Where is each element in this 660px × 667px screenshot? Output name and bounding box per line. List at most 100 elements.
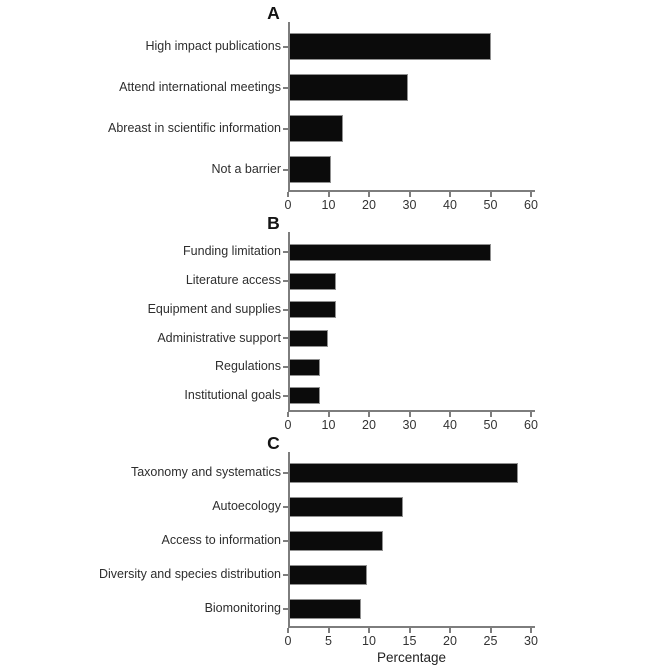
spacer-track (288, 452, 535, 457)
x-tick-label: 25 (483, 634, 498, 649)
y-tick (283, 472, 288, 475)
x-tick-label: 0 (284, 418, 292, 433)
x-tick (530, 192, 532, 197)
x-tick (530, 412, 532, 418)
rows: Taxonomy and systematics Autoecology Acces… (0, 452, 660, 627)
bar-track (283, 67, 535, 108)
bar-track (283, 238, 535, 267)
bar-row: Regulations (0, 352, 660, 382)
bar (290, 599, 362, 620)
x-axis-title: Percentage (376, 650, 447, 666)
x-tick (327, 628, 330, 634)
bar-row: Abreast in scientific information (0, 108, 660, 149)
x-tick-label: 20 (362, 198, 376, 212)
spacer-track (288, 232, 535, 238)
category-label: Equipment and supplies (147, 301, 281, 316)
category-label: Administrative support (157, 330, 281, 345)
x-tick (489, 192, 492, 197)
category-label: Funding limitation (183, 244, 281, 259)
x-tick-label: 10 (321, 198, 336, 212)
category-label: Literature access (185, 273, 281, 288)
x-tick-label: 40 (443, 198, 457, 212)
y-tick (283, 337, 288, 340)
x-axis: 0 10 20 30 40 50 60 (284, 190, 538, 214)
y-tick (283, 394, 288, 397)
x-tick (408, 628, 411, 634)
y-tick (283, 540, 288, 543)
category-label: Institutional goals (184, 387, 281, 402)
x-tick (327, 412, 330, 418)
panel-label-a: A (267, 3, 280, 23)
x-tick (408, 192, 411, 197)
bar (290, 156, 331, 183)
y-tick (283, 308, 288, 311)
x-tick (449, 628, 451, 634)
bar-row: Equipment and supplies (0, 295, 660, 325)
bar-track (283, 295, 535, 325)
category-label: Taxonomy and systematics (130, 465, 281, 480)
bar (290, 301, 336, 319)
x-tick (287, 192, 289, 197)
x-tick-label: 10 (362, 634, 376, 649)
bar-row: Biomonitoring (0, 592, 660, 627)
bar-row: Attend international meetings (0, 67, 660, 108)
y-tick (283, 86, 288, 89)
bar-track (283, 456, 535, 491)
chart-panel-a: A High impact publications Attend interna… (0, 4, 660, 214)
bar (290, 497, 404, 518)
category-label: Regulations (214, 359, 281, 374)
category-label: Biomonitoring (204, 601, 281, 616)
bar-track (283, 381, 535, 411)
bar-row: Funding limitation (0, 238, 660, 267)
bar (290, 531, 384, 552)
x-tick (368, 628, 370, 634)
rows: High impact publications Attend internati… (0, 22, 660, 190)
bar-row: Institutional goals (0, 381, 660, 411)
bar-row: Not a barrier (0, 149, 660, 190)
rows: Funding limitation Literature access Equip… (0, 232, 660, 411)
x-axis: 0 10 20 30 40 50 60 (284, 410, 538, 434)
y-tick (283, 574, 288, 577)
bar-track (283, 490, 535, 525)
x-tick (327, 192, 330, 197)
x-tick (449, 192, 451, 197)
bar-track (283, 149, 535, 190)
x-tick-label: 0 (284, 198, 292, 212)
bar-track (283, 352, 535, 382)
x-tick-label: 30 (402, 198, 417, 212)
category-label: High impact publications (145, 38, 282, 53)
category-label: Access to information (161, 533, 282, 548)
x-tick-label: 30 (402, 418, 417, 433)
x-tick-label: 30 (524, 634, 538, 649)
x-tick (489, 628, 492, 634)
category-label: Attend international meetings (119, 79, 281, 94)
x-tick-label: 60 (524, 418, 538, 433)
x-tick (489, 412, 492, 418)
bar (290, 115, 343, 142)
y-tick (283, 45, 288, 48)
x-tick-label: 20 (443, 634, 457, 649)
bar (290, 74, 408, 101)
x-tick-label: 50 (483, 198, 498, 212)
bar-track (283, 324, 535, 353)
x-tick (530, 628, 532, 634)
category-label: Diversity and species distribution (98, 567, 281, 582)
axis-top-spacer (0, 232, 660, 238)
y-tick (283, 127, 288, 130)
y-tick (283, 168, 288, 171)
x-tick (408, 412, 411, 418)
bar-track (283, 266, 535, 296)
bar (290, 243, 491, 261)
x-tick-label: 10 (321, 418, 336, 433)
bar (290, 272, 336, 290)
bar-track (283, 524, 535, 559)
bar-row: Diversity and species distribution (0, 558, 660, 593)
x-tick-label: 15 (402, 634, 417, 649)
x-tick (368, 412, 370, 418)
y-tick (283, 280, 288, 283)
axis-top-spacer (0, 452, 660, 457)
bar-track (283, 26, 535, 67)
x-tick (287, 412, 289, 418)
x-tick-label: 40 (443, 418, 457, 433)
